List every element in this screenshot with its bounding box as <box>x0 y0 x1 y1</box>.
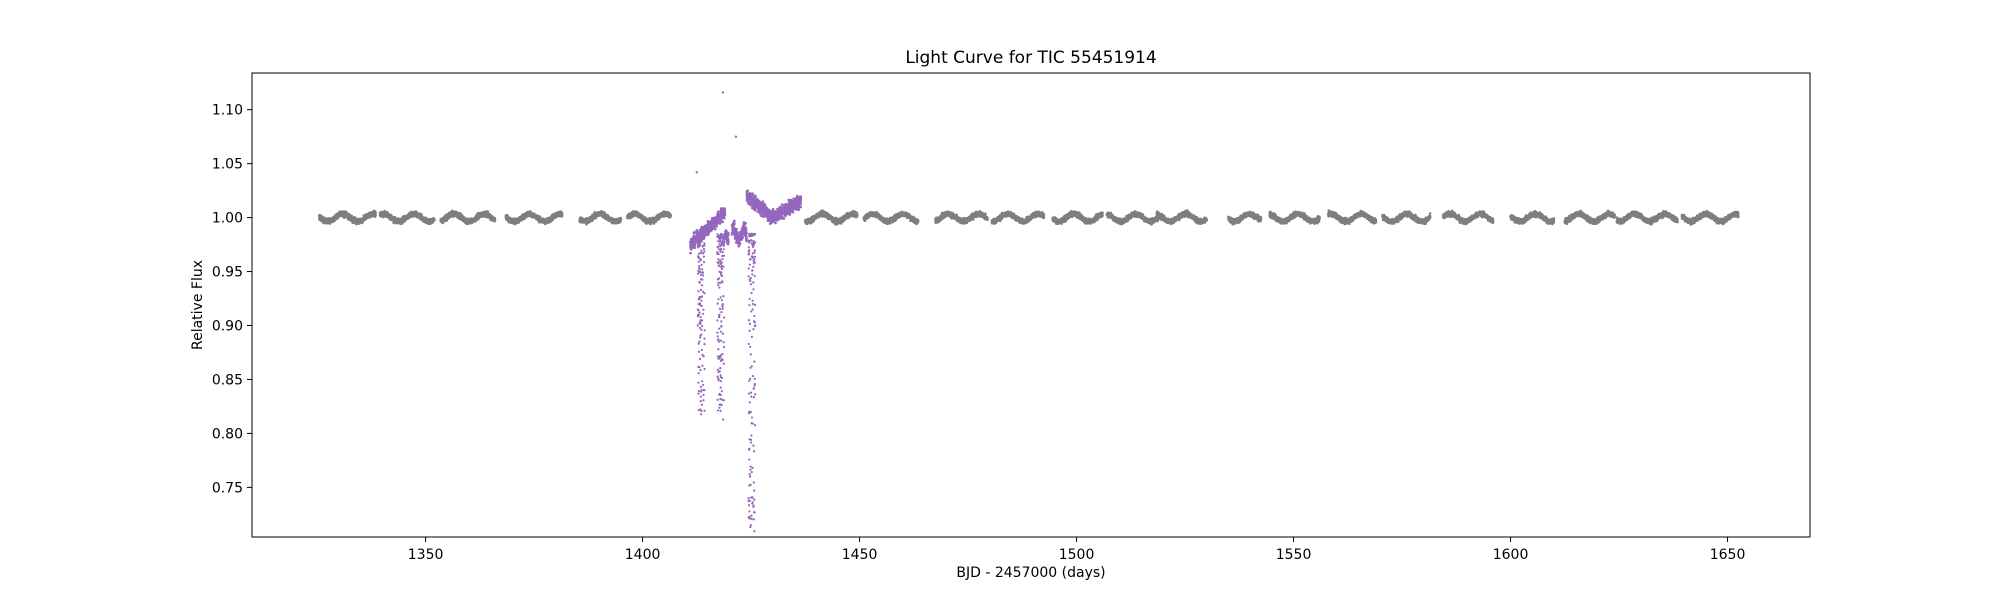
baseline-point <box>493 219 497 222</box>
baseline-point <box>432 218 436 222</box>
baseline-point <box>374 213 377 217</box>
baseline-point <box>856 213 859 216</box>
data-points <box>317 91 1740 533</box>
baseline-point <box>863 219 867 223</box>
baseline-point <box>560 212 564 216</box>
baseline-point <box>374 211 377 214</box>
plot-area <box>251 72 1811 538</box>
baseline-point <box>619 218 623 221</box>
baseline-point <box>420 213 423 216</box>
baseline-point <box>669 214 673 218</box>
